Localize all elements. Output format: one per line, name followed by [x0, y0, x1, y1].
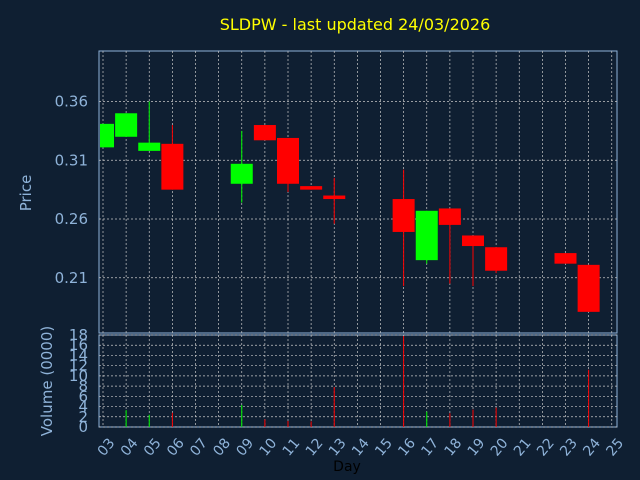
price-panel-frame: [98, 50, 618, 334]
candle-body: [323, 195, 346, 200]
volume-bars: [125, 336, 590, 427]
candle-body: [230, 163, 253, 184]
price-tick-label: 0.21: [55, 269, 88, 287]
candle-body: [100, 123, 114, 148]
candle-body: [138, 142, 161, 151]
candle-body: [392, 199, 415, 232]
candle-body: [462, 235, 484, 247]
volume-tick-label: 8: [78, 377, 88, 395]
candle-body: [415, 210, 438, 261]
price-tick-label: 0.26: [55, 210, 88, 228]
candle-body: [300, 186, 323, 190]
volume-tick-label: 0: [78, 418, 88, 436]
candle-body: [161, 143, 184, 190]
price-axis-label: Price: [17, 175, 35, 212]
candle-body: [115, 113, 138, 137]
price-tick-label: 0.36: [55, 93, 88, 111]
candle-body: [253, 125, 276, 141]
volume-axis-label: Volume (0000): [38, 326, 56, 436]
candle-body: [277, 137, 299, 184]
volume-tick-label: 12: [69, 357, 88, 375]
price-tick-label: 0.31: [55, 151, 88, 169]
day-axis-label: Day: [333, 459, 361, 475]
candle-body: [554, 253, 577, 264]
volume-tick-label: 10: [69, 367, 88, 385]
volume-tick-label: 16: [69, 336, 88, 354]
candle-body: [485, 247, 508, 271]
price-y-axis: 0.21 0.26 0.31 0.36: [55, 93, 88, 287]
chart-title: SLDPW - last updated 24/03/2026: [220, 15, 491, 34]
candle-body: [438, 208, 461, 225]
candle-body: [577, 264, 600, 312]
candles: [100, 101, 600, 312]
volume-tick-label: 4: [78, 398, 88, 416]
volume-tick-label: 18: [69, 326, 88, 344]
volume-tick-label: 2: [78, 408, 88, 426]
day-x-axis: 03 04 05 06 07 08 09 10 11 12 13 14 15 16 17 18 19 20 21 22…: [95, 435, 627, 459]
volume-tick-label: 14: [69, 346, 88, 364]
volume-panel-frame: [98, 334, 618, 428]
volume-tick-label: 6: [78, 387, 88, 405]
